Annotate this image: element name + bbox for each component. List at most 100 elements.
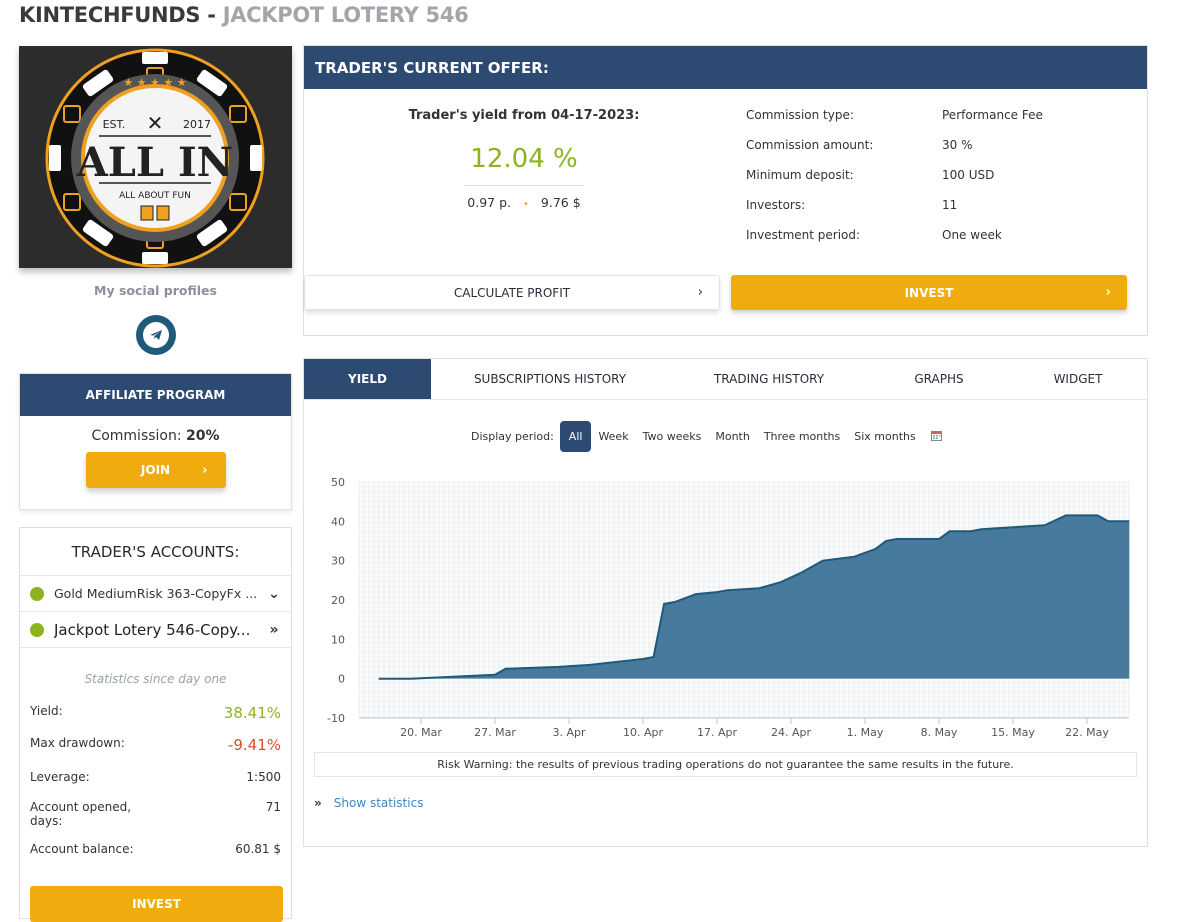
commission-label: Commission: — [91, 428, 182, 444]
yield-money: 9.76 $ — [540, 195, 581, 210]
social-profiles-label: My social profiles — [94, 283, 217, 298]
stat-account-balance: Account balance: 60.81 $ — [20, 842, 291, 856]
svg-text:27. Mar: 27. Mar — [474, 726, 516, 739]
svg-text:1. May: 1. May — [847, 726, 884, 739]
stat-label: Account opened, days: — [30, 800, 132, 828]
period-week[interactable]: Week — [598, 430, 629, 443]
account-name: Gold MediumRisk 363-CopyFx ... — [54, 586, 258, 601]
svg-text:-10: -10 — [327, 712, 345, 725]
stat-label: Account balance: — [30, 842, 134, 856]
invest-label: INVEST — [904, 285, 954, 300]
svg-text:ALL IN: ALL IN — [76, 139, 233, 186]
account-item-active[interactable]: Jackpot Lotery 546-Copy... » — [20, 612, 291, 648]
term-row: Investment period: One week — [746, 228, 1002, 242]
offer-terms: Commission type: Performance Fee Commissi… — [746, 108, 1043, 258]
page-title: KINTECHFUNDS - JACKPOT LOTERY 546 — [19, 3, 469, 27]
tab-yield[interactable]: YIELD — [304, 359, 431, 399]
period-label: Display period: — [471, 430, 554, 443]
svg-text:30: 30 — [331, 555, 345, 568]
status-dot-icon — [30, 622, 44, 637]
yield-value: 12.04 % — [470, 144, 578, 174]
svg-text:✕: ✕ — [147, 111, 164, 135]
period-all[interactable]: All — [559, 421, 592, 452]
telegram-button[interactable] — [136, 315, 176, 355]
affiliate-title: AFFILIATE PROGRAM — [20, 374, 291, 416]
title-separator: - — [200, 3, 223, 27]
svg-text:17. Apr: 17. Apr — [697, 726, 737, 739]
tab-trading-history[interactable]: TRADING HISTORY — [713, 372, 825, 386]
term-row: Commission type: Performance Fee — [746, 108, 1043, 122]
svg-text:40: 40 — [331, 515, 345, 528]
stat-leverage: Leverage: 1:500 — [20, 770, 291, 784]
join-label: JOIN — [140, 463, 171, 477]
accounts-title: TRADER'S ACCOUNTS: — [20, 528, 291, 576]
stat-label: Yield: — [30, 704, 63, 718]
svg-text:24. Apr: 24. Apr — [771, 726, 811, 739]
yield-details: 0.97 p. • 9.76 $ — [324, 195, 724, 210]
commission-value: 20% — [186, 428, 220, 444]
tab-subscriptions-history[interactable]: SUBSCRIPTIONS HISTORY — [473, 372, 627, 386]
tab-widget[interactable]: WIDGET — [1053, 372, 1103, 386]
svg-text:22. May: 22. May — [1065, 726, 1109, 739]
yield-chart: -10 0 10 20 30 40 50 20. Mar 27. Mar 3. Apr 10. Ap… — [304, 469, 1149, 739]
stats-caption: Statistics since day one — [84, 672, 227, 686]
show-statistics-link[interactable]: » Show statistics — [314, 796, 423, 810]
svg-text:★ ★ ★ ★ ★: ★ ★ ★ ★ ★ — [123, 76, 186, 89]
display-period-selector: Display period: All Week Two weeks Month… — [471, 421, 942, 452]
calendar-icon[interactable] — [930, 430, 942, 444]
stat-yield: Yield: 38.41% — [20, 704, 291, 722]
affiliate-commission: Commission: 20% — [20, 428, 291, 444]
invest-button-sidebar[interactable]: INVEST — [30, 886, 283, 922]
double-chevron-right-icon: » — [314, 796, 322, 810]
trader-accounts-panel: TRADER'S ACCOUNTS: Gold MediumRisk 363-C… — [19, 527, 292, 922]
yield-title: Trader's yield from 04-17-2023: — [408, 108, 640, 123]
stat-max-drawdown: Max drawdown: -9.41% — [20, 736, 291, 754]
term-row: Minimum deposit: 100 USD — [746, 168, 995, 182]
period-three-months[interactable]: Three months — [763, 430, 841, 443]
tab-bar: YIELD SUBSCRIPTIONS HISTORY TRADING HIST… — [304, 359, 1147, 400]
period-six-months[interactable]: Six months — [854, 430, 916, 443]
chevron-right-icon: › — [697, 285, 703, 300]
svg-text:0: 0 — [338, 673, 345, 686]
svg-text:EST.: EST. — [103, 118, 126, 131]
brand-name: KINTECHFUNDS — [19, 3, 201, 27]
telegram-icon — [143, 322, 169, 348]
current-offer-panel: TRADER'S CURRENT OFFER: Trader's yield f… — [303, 45, 1148, 336]
calculate-label: CALCULATE PROFIT — [453, 285, 571, 300]
calculate-profit-button[interactable]: CALCULATE PROFIT › — [304, 275, 720, 310]
join-button[interactable]: JOIN › — [85, 452, 226, 488]
tab-graphs[interactable]: GRAPHS — [914, 372, 964, 386]
svg-text:10: 10 — [331, 633, 345, 646]
svg-text:15. May: 15. May — [991, 726, 1035, 739]
risk-warning: Risk Warning: the results of previous tr… — [314, 752, 1137, 777]
svg-text:20: 20 — [331, 594, 345, 607]
account-name: Jackpot Lotery 546-Copy... — [54, 620, 251, 639]
bullet-icon: • — [523, 199, 529, 210]
period-month[interactable]: Month — [715, 430, 750, 443]
chevron-right-icon: › — [1105, 285, 1111, 300]
stat-value: 60.81 $ — [235, 842, 281, 856]
show-statistics-label: Show statistics — [333, 796, 424, 810]
double-chevron-down-icon: ⌄ — [268, 585, 280, 602]
account-item[interactable]: Gold MediumRisk 363-CopyFx ... ⌄ — [20, 576, 291, 612]
invest-button[interactable]: INVEST › — [731, 275, 1127, 310]
svg-text:8. May: 8. May — [921, 726, 958, 739]
svg-text:20. Mar: 20. Mar — [400, 726, 442, 739]
offer-title: TRADER'S CURRENT OFFER: — [304, 46, 1147, 89]
divider — [464, 185, 584, 186]
stat-label: Max drawdown: — [30, 736, 125, 750]
period-two-weeks[interactable]: Two weeks — [642, 430, 702, 443]
status-dot-icon — [30, 586, 44, 601]
double-chevron-right-icon: » — [269, 621, 279, 638]
term-row: Commission amount: 30 % — [746, 138, 973, 152]
svg-text:2017: 2017 — [183, 118, 211, 131]
stat-value: 71 — [265, 800, 281, 814]
svg-text:10. Apr: 10. Apr — [623, 726, 663, 739]
yield-points: 0.97 p. — [467, 195, 512, 210]
svg-text:3. Apr: 3. Apr — [552, 726, 585, 739]
chevron-right-icon: › — [202, 462, 208, 478]
stat-value: 38.41% — [223, 704, 281, 722]
stat-value: 1:500 — [246, 770, 281, 784]
affiliate-program-panel: AFFILIATE PROGRAM Commission: 20% JOIN › — [19, 373, 292, 510]
yield-tabs-panel: YIELD SUBSCRIPTIONS HISTORY TRADING HIST… — [303, 358, 1148, 847]
